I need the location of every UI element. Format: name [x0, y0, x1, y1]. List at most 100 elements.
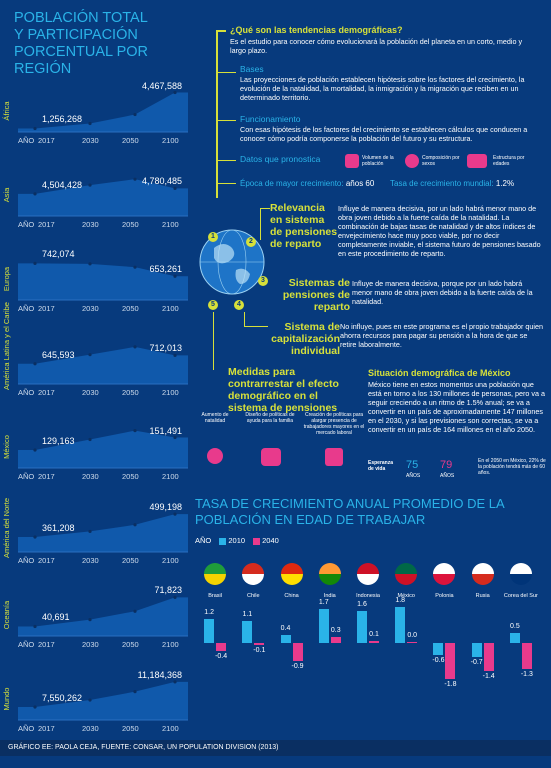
bar-legend: AÑO 2010 2040 [195, 536, 279, 545]
capitalizacion-text: No influye, pues en este programa es el … [340, 322, 543, 349]
year-tick: 2030 [82, 472, 99, 481]
region-point [33, 362, 37, 366]
year-tick: 2017 [38, 640, 55, 649]
bar-2040 [254, 643, 265, 645]
year-tick: 2050 [122, 472, 139, 481]
connector-line [216, 183, 236, 184]
funcionamiento-text: Con esas hipótesis de los factores del c… [240, 125, 528, 143]
bar-value-label: 1.8 [395, 597, 406, 604]
connector-line [244, 312, 245, 326]
region-point [173, 353, 177, 358]
region-point [133, 112, 137, 117]
region-end-value: 4,780,485 [141, 176, 182, 187]
connector-line [213, 312, 214, 370]
year-tick: 2050 [122, 388, 139, 397]
bar-chart-title: TASA DE CRECIMIENTO ANUAL PROMEDIO DE LA… [195, 496, 535, 528]
year-tick: 2030 [82, 220, 99, 229]
bar-value-label: -0.6 [432, 657, 445, 664]
region-panel: Oceanía 40,691 71,823 AÑO 2017 2030 2050 2100 [0, 580, 192, 650]
country-flag-icon [357, 563, 379, 585]
bar-value-label: 1.1 [242, 611, 253, 618]
mexico-title: Situación demográfica de México [368, 368, 511, 378]
axis-label: AÑO [18, 472, 35, 481]
bar-2040 [292, 643, 303, 661]
relevancia-text: Influye de manera decisiva, por un lado … [338, 204, 541, 258]
region-point [33, 535, 37, 539]
bar-2040 [330, 637, 341, 643]
region-area [18, 430, 188, 468]
region-panel: América del Norte 361,208 499,198 AÑO 2017 20… [0, 496, 192, 566]
globe-icon [199, 229, 265, 295]
year-tick: 2017 [38, 472, 55, 481]
year-tick: 2100 [162, 304, 179, 313]
region-area-chart [18, 177, 188, 217]
bar-2040 [369, 641, 379, 643]
year-tick: 2030 [82, 724, 99, 733]
esperanza-unit: AÑOS [406, 473, 421, 479]
country-flag-icon [204, 563, 227, 585]
bar-value-label: 1.6 [357, 601, 367, 608]
country-label: India [323, 593, 336, 599]
legend-swatch-2010 [219, 537, 227, 545]
axis-label: AÑO [18, 556, 35, 565]
bar-value-label: 0.1 [369, 631, 379, 638]
region-point [88, 437, 92, 442]
region-point [173, 680, 177, 684]
tasa-value: 1.2% [495, 179, 515, 188]
esperanza-female: 79 [440, 459, 453, 471]
age-structure-icon [467, 154, 487, 168]
country-flag-icon [318, 563, 341, 585]
region-point [133, 265, 137, 269]
circle-2: 2 [246, 237, 256, 247]
region-point [88, 262, 92, 266]
family-icon [261, 448, 281, 466]
esperanza-male: 75 [406, 459, 419, 471]
footer-credits: GRÁFICO EE: PAOLA CEJA, FUENTE: CONSAR, … [0, 740, 551, 756]
region-point [133, 177, 137, 181]
esperanza-note: En el 2050 en México, 22% de la població… [478, 458, 546, 476]
country-label: Brasil [208, 593, 222, 599]
gender-icon [405, 154, 419, 168]
region-area-chart [18, 261, 188, 301]
region-area [18, 263, 188, 300]
region-name: Mundo [2, 687, 11, 711]
region-point [33, 624, 37, 629]
circle-5: 5 [208, 300, 218, 310]
year-tick: 2017 [38, 136, 55, 145]
region-end-value: 499,198 [149, 502, 182, 513]
year-tick: 2100 [162, 220, 179, 229]
region-point [88, 618, 92, 622]
region-point [33, 705, 37, 709]
bar-value-label: 1.2 [204, 609, 214, 616]
year-tick: 2030 [82, 304, 99, 313]
legend-label: AÑO [195, 536, 212, 545]
region-point [33, 448, 37, 452]
bar-2010 [280, 635, 291, 643]
baby-icon [207, 448, 223, 464]
region-name: Oceanía [2, 600, 11, 630]
country-flag-icon [471, 563, 494, 585]
region-area-chart [18, 512, 188, 553]
year-tick: 2100 [162, 724, 179, 733]
bar-2010 [471, 643, 482, 657]
year-tick: 2017 [38, 220, 55, 229]
region-start-value: 361,208 [42, 523, 75, 534]
left-title: POBLACIÓN TOTAL Y PARTICIPACIÓN PORCENTU… [14, 10, 204, 78]
year-tick: 2100 [162, 472, 179, 481]
region-name: Asia [2, 187, 11, 203]
country-flag-icon [509, 563, 532, 585]
question-text: Es el estudio para conocer cómo evolucio… [230, 37, 523, 55]
population-icon [345, 154, 359, 168]
year-tick: 2017 [38, 304, 55, 313]
bar-value-label: 0.0 [407, 632, 418, 639]
country-label: México [397, 593, 415, 599]
region-point [173, 90, 177, 95]
axis-label: AÑO [18, 724, 35, 733]
region-area [18, 681, 188, 720]
region-end-value: 712,013 [149, 343, 182, 354]
esperanza-vida: Esperanza de vida 75 AÑOS 79 AÑOS En el … [368, 455, 548, 487]
bar-2010 [395, 607, 406, 643]
country-flag-icon [242, 563, 265, 585]
bar-value-label: 0.5 [510, 623, 520, 630]
connector-line [216, 120, 236, 121]
